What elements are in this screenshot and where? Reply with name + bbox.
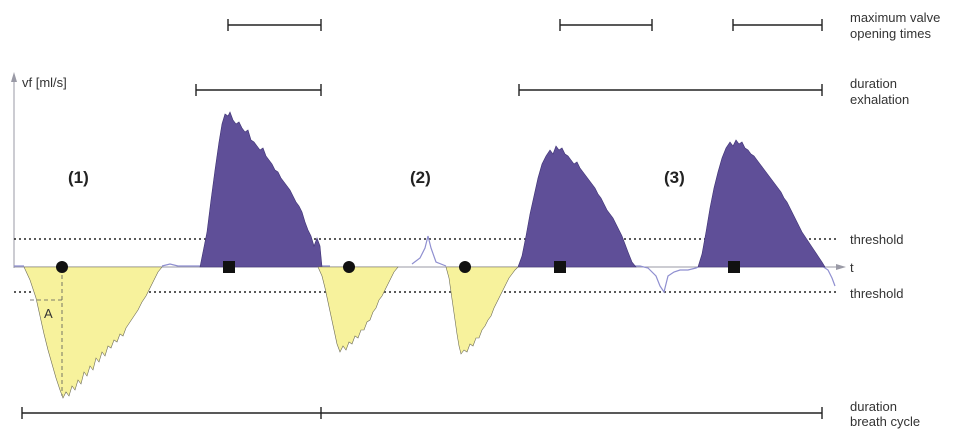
marker-a-label: A <box>44 306 53 321</box>
max-valve-bar-2 <box>559 19 653 31</box>
exhalation-label-line2: exhalation <box>850 92 909 107</box>
marker-a-guides <box>30 268 63 396</box>
exhalation-hump-3 <box>697 139 826 268</box>
exhalation-duration-bar-2 <box>518 84 823 96</box>
max-valve-label-line2: opening times <box>850 26 931 41</box>
y-axis <box>11 72 17 268</box>
exhalation-hump-2 <box>517 145 637 268</box>
max-valve-label-line1: maximum valve <box>850 10 940 25</box>
breath-cycle-label-line2: breath cycle <box>850 414 920 429</box>
breath-cycle-duration-bar <box>21 407 823 419</box>
inhalation-marker-3 <box>459 261 471 273</box>
exhalation-duration-bar-1 <box>195 84 322 96</box>
exhalation-marker-2 <box>554 261 566 273</box>
exhalation-hump-1 <box>199 111 323 268</box>
exhalation-marker-3 <box>728 261 740 273</box>
inhalation-marker-1 <box>56 261 68 273</box>
exhalation-label-line1: duration <box>850 76 897 91</box>
phase-label-3: (3) <box>664 168 685 187</box>
phase-label-2: (2) <box>410 168 431 187</box>
phase-label-1: (1) <box>68 168 89 187</box>
max-valve-bar-1 <box>227 19 322 31</box>
y-axis-label: vf [ml/s] <box>22 75 67 90</box>
lower-threshold-label: threshold <box>850 286 903 301</box>
max-valve-bar-3 <box>732 19 823 31</box>
x-axis-arrow-icon <box>836 264 846 270</box>
y-axis-arrow-icon <box>11 72 17 82</box>
exhalation-marker-1 <box>223 261 235 273</box>
upper-threshold-label: threshold <box>850 232 903 247</box>
breath-cycle-label-line1: duration <box>850 399 897 414</box>
inhalation-dip-1 <box>23 266 163 399</box>
x-axis-label: t <box>850 260 854 275</box>
inhalation-marker-2 <box>343 261 355 273</box>
inhalation-dip-3 <box>445 266 519 355</box>
inhalation-dip-2 <box>317 266 399 353</box>
